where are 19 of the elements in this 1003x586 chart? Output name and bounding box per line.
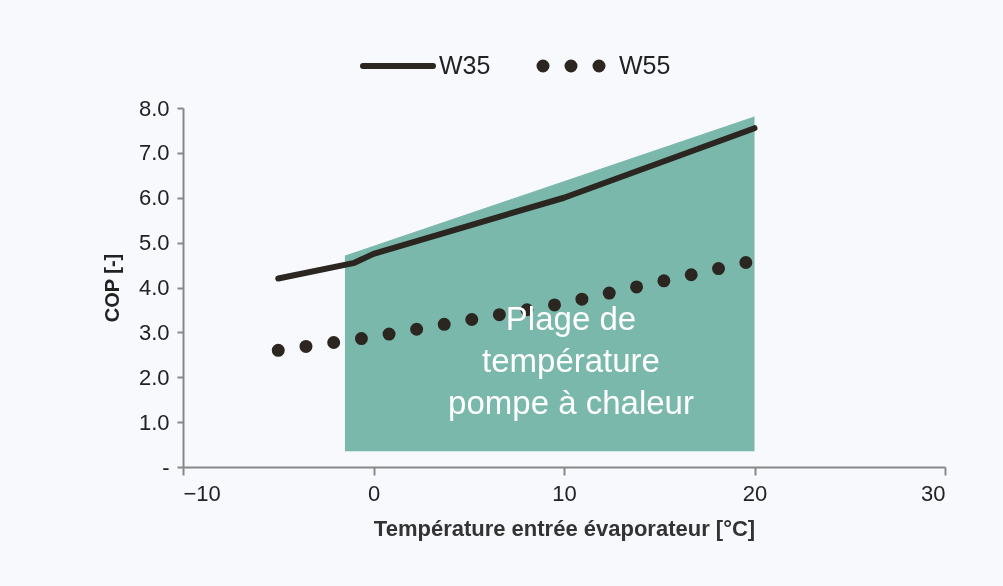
- y-tick-label: 4.0: [138, 275, 170, 300]
- x-tick-label: 0: [367, 480, 381, 506]
- x-tick-label: −10: [183, 480, 221, 506]
- x-tick-label: 30: [921, 480, 946, 506]
- y-axis-title: COP [-]: [100, 253, 123, 323]
- legend-label: W55: [619, 51, 671, 79]
- y-tick-label: -: [162, 454, 170, 480]
- y-tick-label: 1.0: [138, 409, 170, 435]
- y-tick-label: 2.0: [138, 364, 170, 390]
- y-tick-label: 6.0: [138, 185, 170, 211]
- x-tick-label: 10: [552, 480, 577, 506]
- y-tick-label: 8.0: [138, 95, 170, 121]
- x-tick-label: 20: [742, 480, 768, 506]
- x-axis-title: Température entrée évaporateur [°C]: [373, 515, 756, 541]
- y-tick-label: 3.0: [138, 319, 170, 345]
- legend-label: W35: [439, 51, 491, 79]
- annotation: Plage de température pompe à chaleur: [448, 300, 694, 421]
- y-tick-label: 5.0: [138, 230, 170, 256]
- y-tick-label: 7.0: [138, 140, 170, 166]
